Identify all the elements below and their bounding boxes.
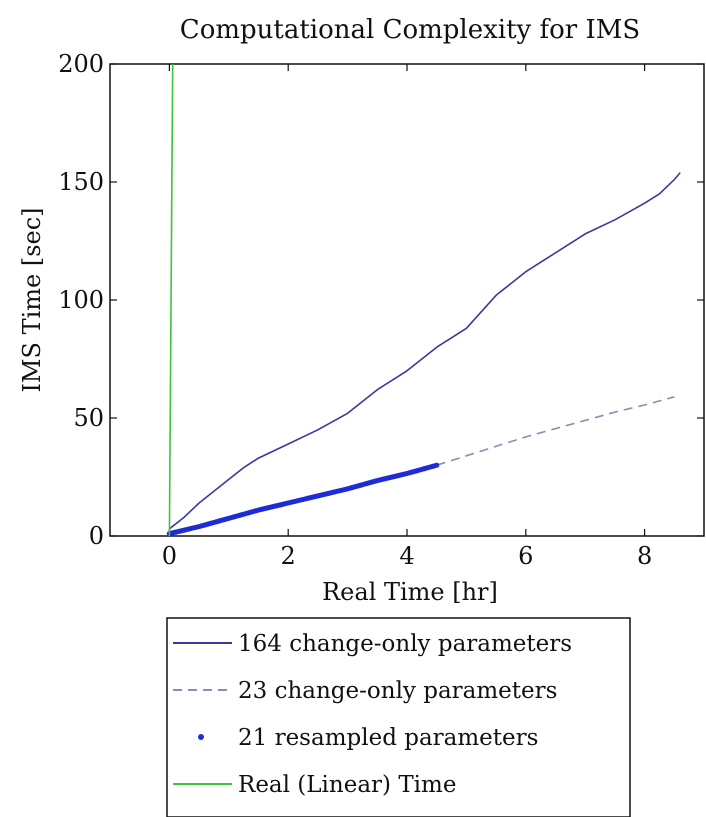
y-tick-label: 0 <box>89 522 104 550</box>
legend-label: Real (Linear) Time <box>238 772 456 798</box>
ticks: 0 2 4 6 8 0 50 100 150 200 <box>58 50 704 570</box>
x-tick-label: 2 <box>281 542 296 570</box>
y-tick-label: 150 <box>58 168 104 196</box>
x-tick-label: 6 <box>518 542 533 570</box>
series-markers-2 <box>166 462 440 537</box>
series-line-1 <box>436 396 675 466</box>
y-tick-label: 50 <box>73 404 104 432</box>
data-point <box>434 462 440 468</box>
legend: 164 change-only parameters 23 change-only… <box>166 617 631 817</box>
x-axis-label: Real Time [hr] <box>322 578 498 606</box>
series-line-0 <box>168 172 681 530</box>
x-tick-label: 4 <box>399 542 414 570</box>
plot-frame <box>109 63 705 537</box>
legend-label: 164 change-only parameters <box>238 631 572 657</box>
legend-items: 164 change-only parameters 23 change-only… <box>173 631 572 798</box>
legend-label: 23 change-only parameters <box>238 678 557 704</box>
y-tick-label: 100 <box>58 286 104 314</box>
chart-title: Computational Complexity for IMS <box>180 15 640 45</box>
series-layer <box>166 63 681 537</box>
y-axis-label: IMS Time [sec] <box>18 207 46 392</box>
legend-swatch <box>198 734 204 740</box>
x-tick-label: 0 <box>162 542 177 570</box>
y-tick-label: 200 <box>58 50 104 78</box>
legend-label: 21 resampled parameters <box>238 725 538 751</box>
x-tick-label: 8 <box>637 542 652 570</box>
series-line-3 <box>168 63 174 537</box>
legend-box <box>166 617 631 817</box>
